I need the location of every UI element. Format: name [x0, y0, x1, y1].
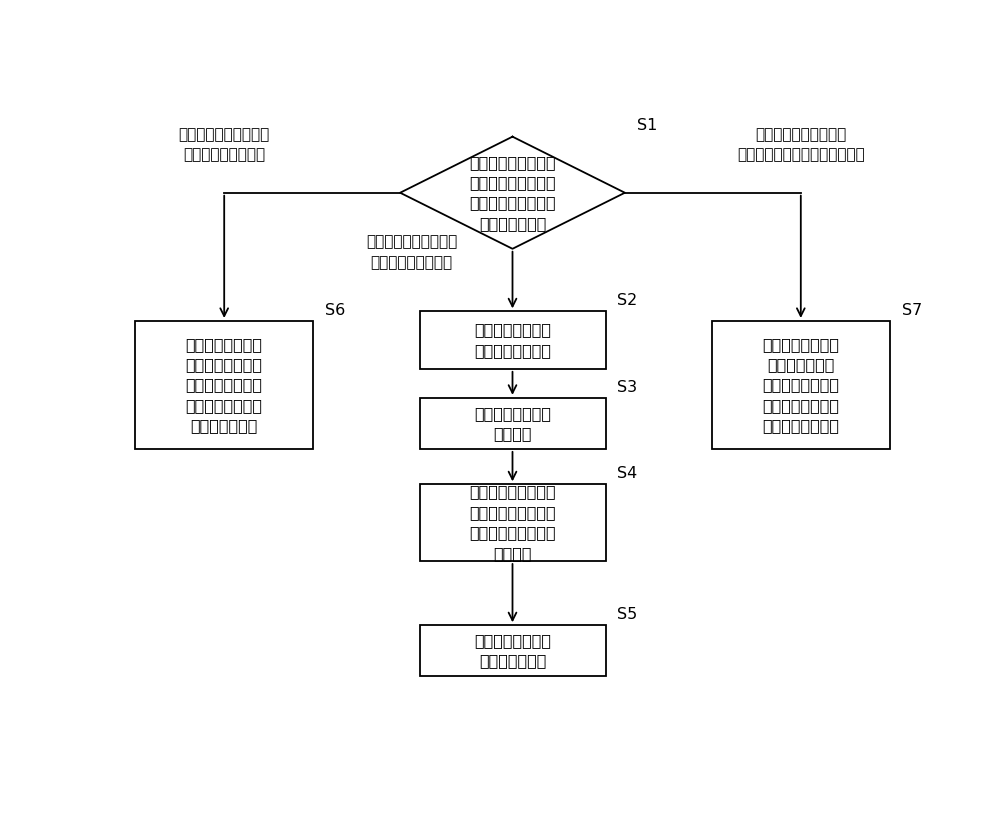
Text: 将解码后的数据进行
合成，并将合成后的
数据编码成为单路音
视频码流: 将解码后的数据进行 合成，并将合成后的 数据编码成为单路音 视频码流 [469, 484, 556, 561]
Text: S3: S3 [617, 379, 637, 394]
Text: 将单路音视频码流
发送给观众终端: 将单路音视频码流 发送给观众终端 [474, 633, 551, 668]
Text: 广播终端为多流终端且
观众终端为多流终端: 广播终端为多流终端且 观众终端为多流终端 [179, 127, 270, 162]
Text: 接收广播终端发送
的单路音视频码
流，并直接将接收
到的单路音视频码
流转发给观众终端: 接收广播终端发送 的单路音视频码 流，并直接将接收 到的单路音视频码 流转发给观… [762, 337, 839, 433]
Text: 对多路音视频码流
进行解码: 对多路音视频码流 进行解码 [474, 406, 551, 441]
Text: S1: S1 [637, 118, 657, 133]
Text: 接收广播终端发送
的多路音视频码流
，并直接将接收到
的多路音视频码流
转发给观众终端: 接收广播终端发送 的多路音视频码流 ，并直接将接收到 的多路音视频码流 转发给观… [186, 337, 263, 433]
Bar [135, 321, 313, 449]
Text: S5: S5 [617, 607, 637, 622]
Bar [420, 625, 606, 676]
Bar [420, 484, 606, 561]
Text: S4: S4 [617, 466, 637, 481]
Text: S7: S7 [902, 303, 922, 318]
Polygon shape [400, 136, 625, 249]
Bar [420, 311, 606, 369]
Text: 接收广播终端发送
的多路音视频码流: 接收广播终端发送 的多路音视频码流 [474, 322, 551, 358]
Bar [420, 398, 606, 449]
Bar [712, 321, 890, 449]
Text: 根据广播终端和观众
终端所支持的媒体流
数分别判断是多流终
端还是单流终端: 根据广播终端和观众 终端所支持的媒体流 数分别判断是多流终 端还是单流终端 [469, 155, 556, 230]
Text: S6: S6 [325, 303, 345, 318]
Text: 广播终端为单流终端且
观众终端为单流终端或多流终端: 广播终端为单流终端且 观众终端为单流终端或多流终端 [737, 127, 865, 162]
Text: 广播终端为多流终端且
观众终端为单流终端: 广播终端为多流终端且 观众终端为单流终端 [366, 235, 457, 270]
Text: S2: S2 [617, 293, 637, 308]
